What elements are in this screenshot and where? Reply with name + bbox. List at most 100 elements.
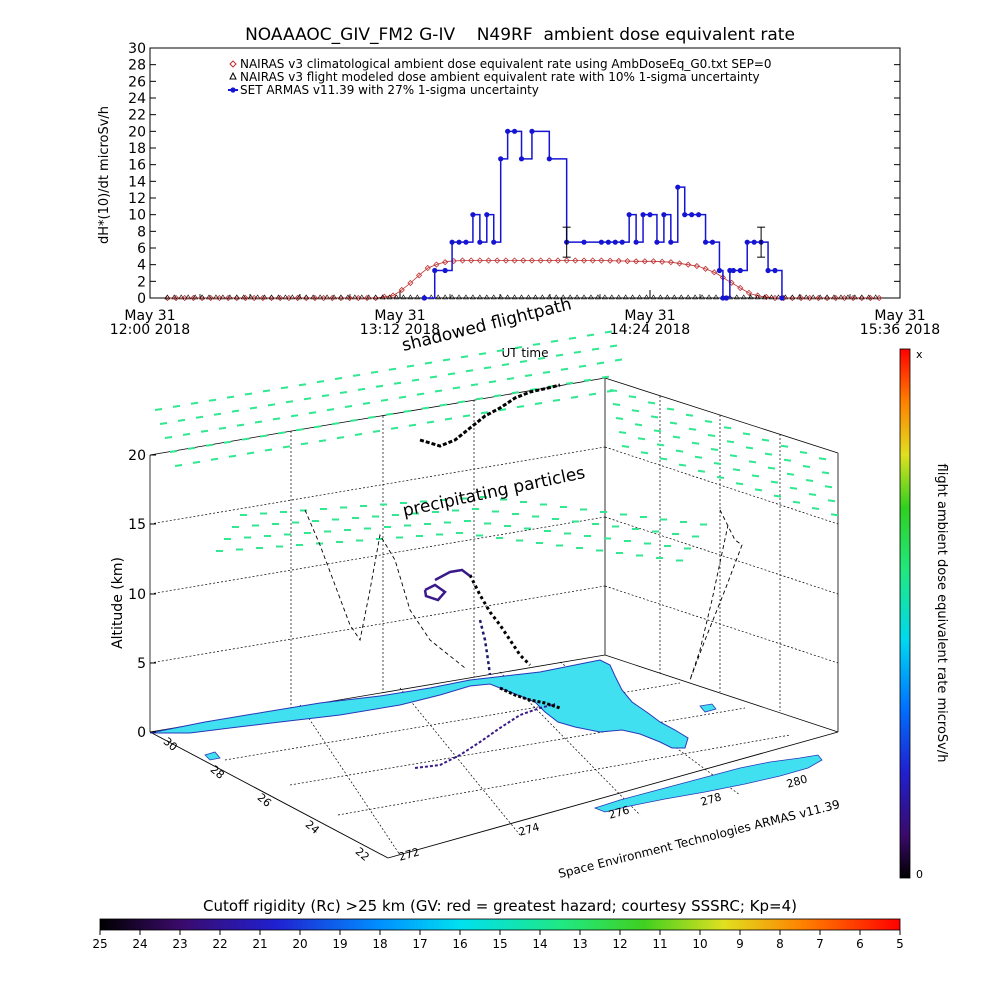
- particle-dash: [710, 448, 719, 451]
- x-tick-label-time: 14:24 2018: [610, 322, 690, 338]
- grid-line: [604, 585, 839, 664]
- particle-dash: [344, 405, 353, 408]
- armas-dose-point: [730, 267, 736, 274]
- modeled-dose-point: [525, 294, 532, 300]
- rc-tick-label: 13: [572, 937, 587, 951]
- particle-dash: [208, 398, 217, 402]
- modeled-dose-point: [747, 294, 754, 300]
- y-tick-label: 26: [128, 74, 146, 90]
- floor-right-back-edge: [604, 654, 839, 733]
- particle-dash: [298, 383, 307, 387]
- armas-dose-point: [484, 212, 490, 218]
- modeled-dose-point: [303, 294, 310, 300]
- y-tick-label: 28: [128, 58, 146, 74]
- climatological-dose-point: [641, 258, 648, 265]
- climatological-dose-point: [850, 294, 857, 302]
- modeled-dose-point: [324, 294, 331, 300]
- modeled-dose-point: [240, 294, 247, 300]
- climatological-dose-point: [433, 261, 440, 268]
- particle-dash: [195, 415, 204, 419]
- modeled-dose-point: [594, 294, 601, 300]
- rc-tick-label: 21: [252, 937, 267, 951]
- armas-dose-point: [626, 212, 632, 218]
- particle-dash: [483, 366, 492, 370]
- modeled-dose-point: [768, 294, 775, 300]
- modeled-dose-point: [476, 294, 483, 300]
- x-axis-label: UT time: [501, 346, 548, 360]
- rc-tick-label: 14: [532, 937, 547, 951]
- grid-line: [149, 585, 606, 664]
- particle-dash: [799, 451, 808, 454]
- modeled-dose-point: [824, 294, 831, 300]
- particle-dash: [678, 463, 687, 467]
- rc-tick-label: 9: [736, 937, 744, 951]
- grid-line: [149, 446, 606, 525]
- particle-dash: [321, 394, 330, 398]
- y-tick-label: 2: [137, 274, 146, 290]
- particle-dash: [555, 353, 564, 357]
- armas-dose-point: [709, 239, 716, 245]
- modeled-dose-point: [344, 294, 351, 300]
- armas-dose-point: [661, 212, 667, 218]
- armas-dose-point: [529, 128, 535, 134]
- climatological-dose-point: [598, 257, 605, 264]
- climatological-dose-point: [528, 257, 536, 264]
- particle-dash: [748, 460, 757, 464]
- particle-dash: [729, 454, 738, 458]
- particle-dash: [295, 428, 304, 432]
- modeled-dose-point: [282, 294, 289, 300]
- rc-tick-label: 25: [92, 937, 107, 951]
- precipitating-particles-field: [154, 330, 839, 562]
- modeled-dose-point: [810, 294, 817, 300]
- particle-dash: [614, 358, 623, 362]
- particle-dash: [334, 377, 343, 380]
- rc-bar-title: Cutoff rigidity (Rc) >25 km (GV: red = g…: [203, 897, 797, 915]
- particle-dash: [735, 482, 744, 486]
- particle-dash: [609, 344, 618, 348]
- modeled-dose-point: [574, 294, 581, 300]
- particle-dash: [254, 420, 263, 424]
- altitude-axis-ticks: 0 5 10 15 20: [128, 448, 156, 741]
- climatological-dose-point: [277, 294, 284, 302]
- armas-dose-point: [477, 239, 483, 245]
- y-tick-label: 14: [128, 174, 146, 190]
- modeled-dose-point: [268, 294, 275, 300]
- particle-dash: [532, 342, 541, 346]
- particle-dash: [154, 408, 163, 411]
- climatological-dose-point: [416, 272, 423, 279]
- climatological-dose-point: [355, 294, 362, 302]
- particle-dash: [694, 455, 703, 459]
- climatological-dose-point: [754, 292, 761, 299]
- armas-dose-point: [737, 267, 743, 274]
- modeled-dose-point: [622, 294, 629, 300]
- rc-tick-label: 5: [896, 937, 904, 951]
- climatological-dose-point: [225, 294, 232, 302]
- modeled-dose-point: [608, 294, 615, 300]
- particle-dash: [223, 440, 232, 444]
- particle-dash: [519, 360, 528, 363]
- climatological-dose-point: [806, 294, 813, 302]
- particle-dash: [818, 457, 827, 461]
- particle-dash: [172, 404, 181, 408]
- climatological-dose-point: [520, 257, 527, 264]
- particle-dash: [568, 336, 577, 340]
- particle-dash: [349, 419, 358, 422]
- modeled-dose-point: [699, 294, 706, 300]
- particle-dash: [282, 445, 291, 449]
- armas-dose-point: [498, 156, 504, 162]
- particle-dash: [259, 434, 268, 438]
- y-tick-label: 6: [137, 241, 146, 257]
- grid-line: [149, 516, 606, 595]
- flightpath-loop-upper: [434, 568, 471, 582]
- cuba-island: [593, 754, 823, 813]
- particle-dash: [231, 409, 240, 413]
- armas-dose-point: [744, 239, 750, 245]
- modeled-dose-point: [872, 294, 879, 300]
- y-tick-label: 22: [128, 108, 146, 124]
- particle-dash: [357, 387, 366, 391]
- modeled-dose-point: [587, 294, 595, 300]
- climatological-dose-point: [711, 269, 718, 276]
- climatological-dose-point: [659, 258, 666, 265]
- grid-line: [337, 734, 791, 816]
- armas-dose-point: [723, 295, 729, 301]
